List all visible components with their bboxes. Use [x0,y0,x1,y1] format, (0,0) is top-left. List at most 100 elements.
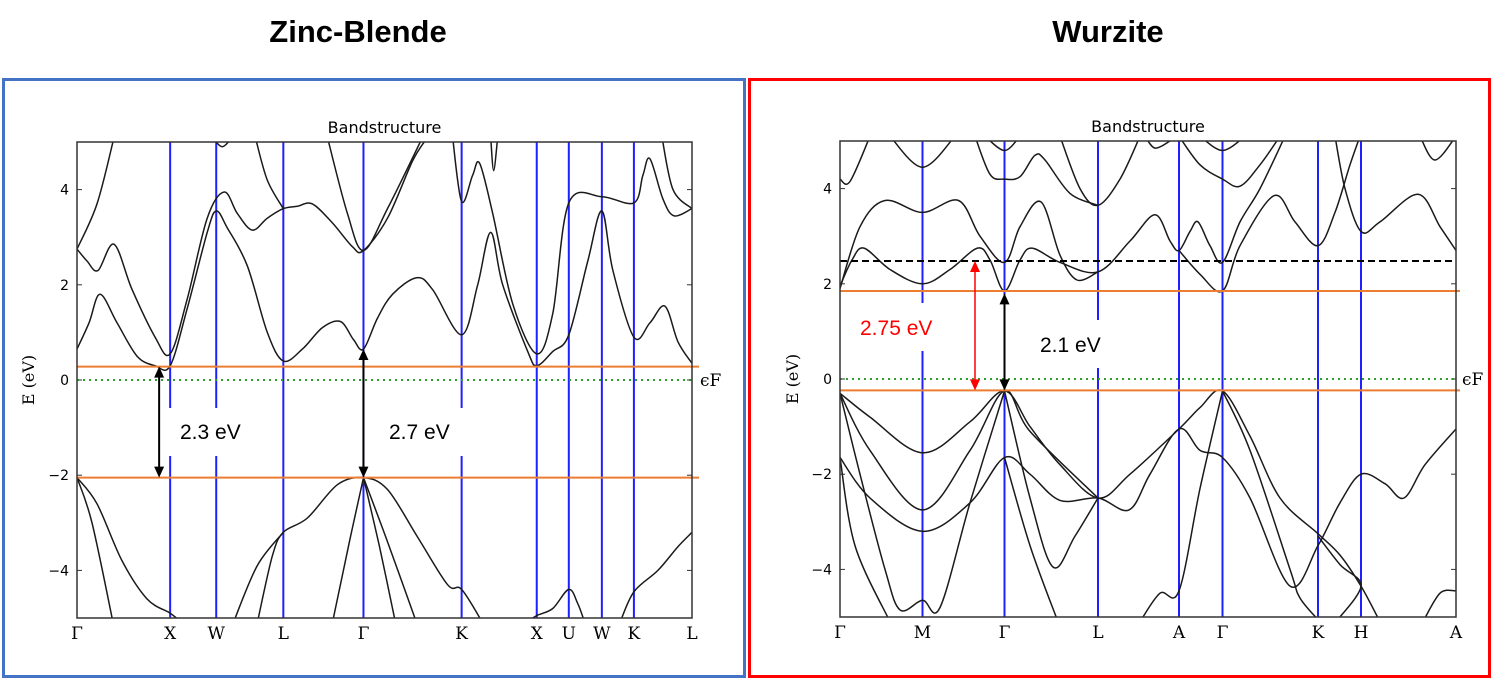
bands-group [840,141,1456,617]
band-line [362,477,416,618]
k-point-label: Γ [834,623,846,643]
band-line [1003,390,1099,569]
band-line [989,141,1018,152]
k-point-label: K [628,624,641,644]
band-line [327,142,422,252]
fermi-level-label: ϵF [1462,370,1484,390]
band-line [452,142,692,355]
arrow-head-down-icon [970,379,980,391]
k-point-label: W [593,624,611,644]
k-point-label: X [164,624,177,644]
k-point-label: Γ [999,623,1011,643]
band-line [1221,390,1317,617]
chart-title: Bandstructure [1091,117,1205,136]
y-axis-label: E (eV) [783,354,802,404]
k-point-label: Γ [358,624,370,644]
k-point-label: A [1172,623,1186,643]
y-tick-label: −2 [811,467,832,483]
band-line [1317,535,1362,617]
band-line [662,142,692,210]
band-line [255,142,284,209]
fermi-level-label: ϵF [700,371,722,391]
arrow-head-up-icon [970,260,980,272]
arrow-head-up-icon [999,293,1010,305]
band-gap-label: 2.75 eV [860,317,932,340]
band-line [77,142,114,250]
label-background [378,408,470,456]
k-point-label: L [686,624,697,644]
band-line [840,199,1099,289]
band-line [215,142,230,148]
band-line [840,141,1284,292]
y-tick-label: −2 [48,468,69,484]
band-gap-label: 2.1 eV [1040,334,1101,357]
band-line [1178,141,1360,293]
band-line [1142,390,1224,617]
arrow-head-down-icon [358,466,369,478]
k-point-label: A [1449,623,1463,643]
label-background [165,408,258,456]
arrow-head-down-icon [154,466,165,478]
y-tick-label: 0 [60,373,69,389]
band-line [840,389,1379,617]
k-point-label: X [531,624,544,644]
k-point-label: L [1092,623,1103,643]
label-background [852,303,950,351]
arrow-head-up-icon [358,349,369,361]
y-tick-label: −4 [811,562,832,578]
k-point-label: H [1354,623,1369,643]
plot-frame [839,140,1457,618]
band-line [893,141,952,168]
k-point-label: Γ [71,624,83,644]
band-line [362,477,396,618]
band-line [1204,141,1241,152]
zinc-blende-heading: Zinc-Blende [269,14,447,49]
plot-frame [76,141,693,619]
k-point-label: K [1312,623,1325,643]
band-line [1181,141,1278,188]
y-tick-label: 2 [60,278,69,294]
band-line [840,390,1099,511]
chart-title: Bandstructure [328,118,442,137]
band-line [1147,141,1171,149]
wurzite-panel [748,78,1491,678]
band-line [1424,589,1456,617]
y-tick-label: 4 [823,182,832,198]
band-line [840,457,889,617]
band-line [77,210,692,372]
band-line [840,390,1006,614]
y-tick-label: 4 [60,183,69,199]
y-tick-label: 2 [823,277,832,293]
band-line [77,477,113,618]
band-gap-label: 2.3 eV [180,421,241,444]
band-line [840,427,1456,588]
k-point-label: U [562,624,576,644]
band-line [1003,457,1057,617]
arrow-head-down-icon [999,379,1010,391]
k-point-label: K [455,624,468,644]
label-background [1028,320,1120,368]
band-line [332,477,365,618]
k-point-label: W [207,624,225,644]
band-line [1335,141,1456,251]
band-line [490,142,498,172]
zinc-blende-panel [2,78,746,678]
band-line [1421,141,1454,161]
band-line [620,531,692,618]
y-tick-label: 0 [823,372,832,388]
k-point-label: M [914,623,931,643]
k-point-label: L [278,624,289,644]
wurzite-heading: Wurzite [1052,14,1164,49]
band-line [234,531,284,618]
band-line [531,588,584,618]
band-line [77,142,426,357]
band-line [77,477,178,618]
k-point-label: Γ [1217,623,1229,643]
band-line [840,141,869,185]
arrow-head-up-icon [154,366,165,378]
band-gap-label: 2.7 eV [389,421,450,444]
y-tick-label: −4 [48,563,69,579]
band-line [975,141,1099,207]
